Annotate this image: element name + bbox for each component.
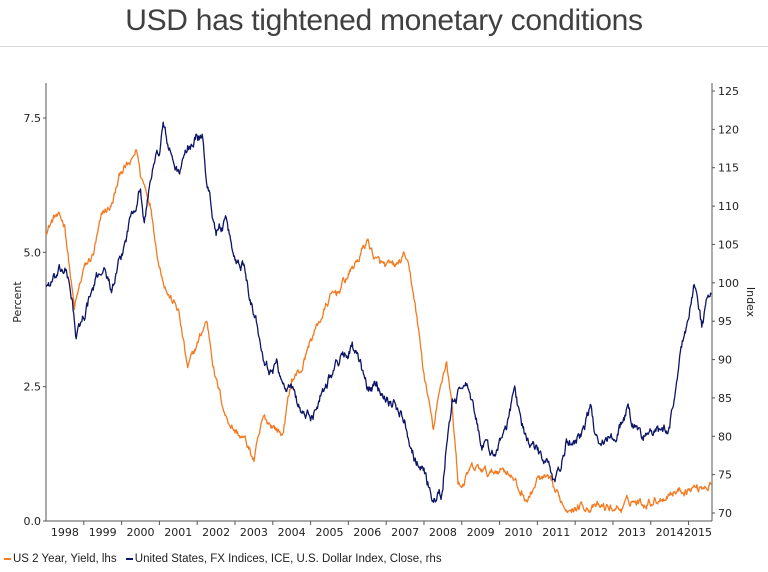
- x-tick-label: 2011: [542, 526, 570, 539]
- title-divider: [0, 46, 768, 47]
- y-right-tick-label: 80: [718, 430, 732, 443]
- y-left-tick-label: 0.0: [24, 515, 42, 528]
- x-tick-label: 2008: [429, 526, 457, 539]
- x-tick-label: 2005: [315, 526, 343, 539]
- y-right-tick-label: 110: [718, 200, 739, 213]
- x-tick-label: 2001: [164, 526, 192, 539]
- series-line-us-2y-yield: [45, 149, 712, 514]
- x-tick-label: 1998: [51, 526, 79, 539]
- y-right-tick-label: 85: [718, 392, 732, 405]
- x-tick-label: 2015: [684, 526, 712, 539]
- x-tick-label: 2007: [391, 526, 419, 539]
- y-right-tick-label: 75: [718, 469, 732, 482]
- legend-item-yield: US 2 Year, Yield, lhs: [4, 553, 117, 565]
- x-tick-label: 2003: [240, 526, 268, 539]
- axes: 0.0 2.5 5.0 7.5 70 75 80 85 90 95 100 105 110 115 120 1…: [24, 83, 739, 539]
- y-right-tick-label: 120: [718, 123, 739, 136]
- y-left-tick-label: 5.0: [24, 246, 42, 259]
- legend-item-dxy: United States, FX Indices, ICE, U.S. Dol…: [125, 553, 442, 565]
- y-left-tick-label: 7.5: [24, 112, 42, 125]
- page-title: USD has tightened monetary conditions: [125, 4, 643, 37]
- x-tick-label: 2004: [278, 526, 306, 539]
- y-left-tick-label: 2.5: [24, 381, 42, 394]
- title-band: USD has tightened monetary conditions: [0, 0, 768, 46]
- x-tick-label: 2012: [580, 526, 608, 539]
- y-right-tick-label: 105: [718, 238, 739, 251]
- y-right-tick-label: 95: [718, 315, 732, 328]
- x-tick-label: 2010: [504, 526, 532, 539]
- y-right-tick-label: 115: [718, 162, 739, 175]
- y-right-tick-label: 125: [718, 85, 739, 98]
- x-tick-label: 2014: [656, 526, 684, 539]
- y-axis-right-title: Index: [744, 287, 757, 318]
- x-tick-label: 2013: [618, 526, 646, 539]
- y-right-tick-label: 90: [718, 354, 732, 367]
- x-tick-label: 2000: [126, 526, 154, 539]
- y-axis-left-title: Percent: [11, 281, 24, 323]
- x-tick-label: 2006: [353, 526, 381, 539]
- legend-label-dxy: United States, FX Indices, ICE, U.S. Dol…: [134, 553, 442, 565]
- y-right-tick-label: 100: [718, 277, 739, 290]
- legend: US 2 Year, Yield, lhs United States, FX …: [4, 553, 448, 565]
- series-layer: [45, 121, 712, 514]
- x-tick-label: 2009: [467, 526, 495, 539]
- legend-swatch-yield: [4, 557, 11, 560]
- x-tick-label: 2002: [202, 526, 230, 539]
- x-tick-label: 1999: [89, 526, 117, 539]
- legend-swatch-dxy: [125, 557, 133, 560]
- legend-label-yield: US 2 Year, Yield, lhs: [13, 553, 117, 565]
- y-right-tick-label: 70: [718, 507, 732, 520]
- series-line-usd-index: [45, 121, 712, 503]
